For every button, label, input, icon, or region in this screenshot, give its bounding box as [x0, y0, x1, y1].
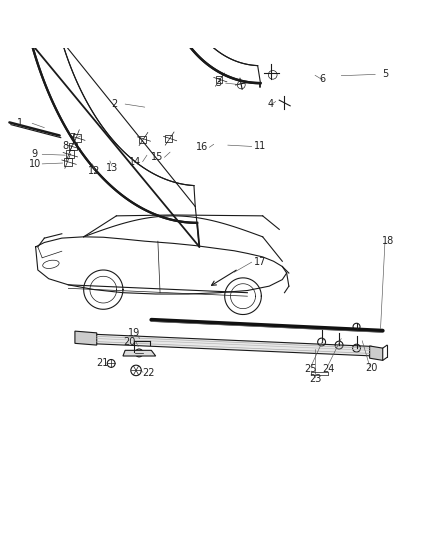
Text: 21: 21 — [96, 358, 108, 368]
Text: 12: 12 — [88, 166, 101, 176]
Text: 14: 14 — [129, 157, 141, 167]
Text: 13: 13 — [106, 163, 118, 173]
Text: 9: 9 — [32, 149, 38, 159]
Polygon shape — [123, 350, 155, 356]
Text: 16: 16 — [196, 142, 208, 152]
Text: 10: 10 — [28, 159, 41, 169]
Polygon shape — [370, 346, 383, 360]
Text: 11: 11 — [254, 141, 267, 151]
Text: 17: 17 — [254, 257, 267, 267]
Polygon shape — [75, 331, 97, 345]
Text: 6: 6 — [320, 74, 326, 84]
Text: 8: 8 — [62, 141, 68, 151]
Text: 20: 20 — [365, 363, 377, 373]
Text: 3: 3 — [215, 78, 221, 88]
Text: 15: 15 — [151, 152, 163, 163]
Text: 4: 4 — [268, 99, 274, 109]
Text: 18: 18 — [382, 236, 395, 246]
Text: 19: 19 — [128, 328, 140, 338]
Polygon shape — [92, 334, 374, 356]
Text: 7: 7 — [70, 133, 76, 143]
Text: 25: 25 — [304, 364, 317, 374]
Text: 1: 1 — [17, 118, 23, 128]
Text: 24: 24 — [322, 364, 334, 374]
Text: 5: 5 — [383, 69, 389, 79]
Text: 22: 22 — [142, 368, 155, 378]
Text: 2: 2 — [111, 99, 117, 109]
Text: 20: 20 — [124, 337, 136, 347]
Text: 23: 23 — [309, 374, 321, 384]
